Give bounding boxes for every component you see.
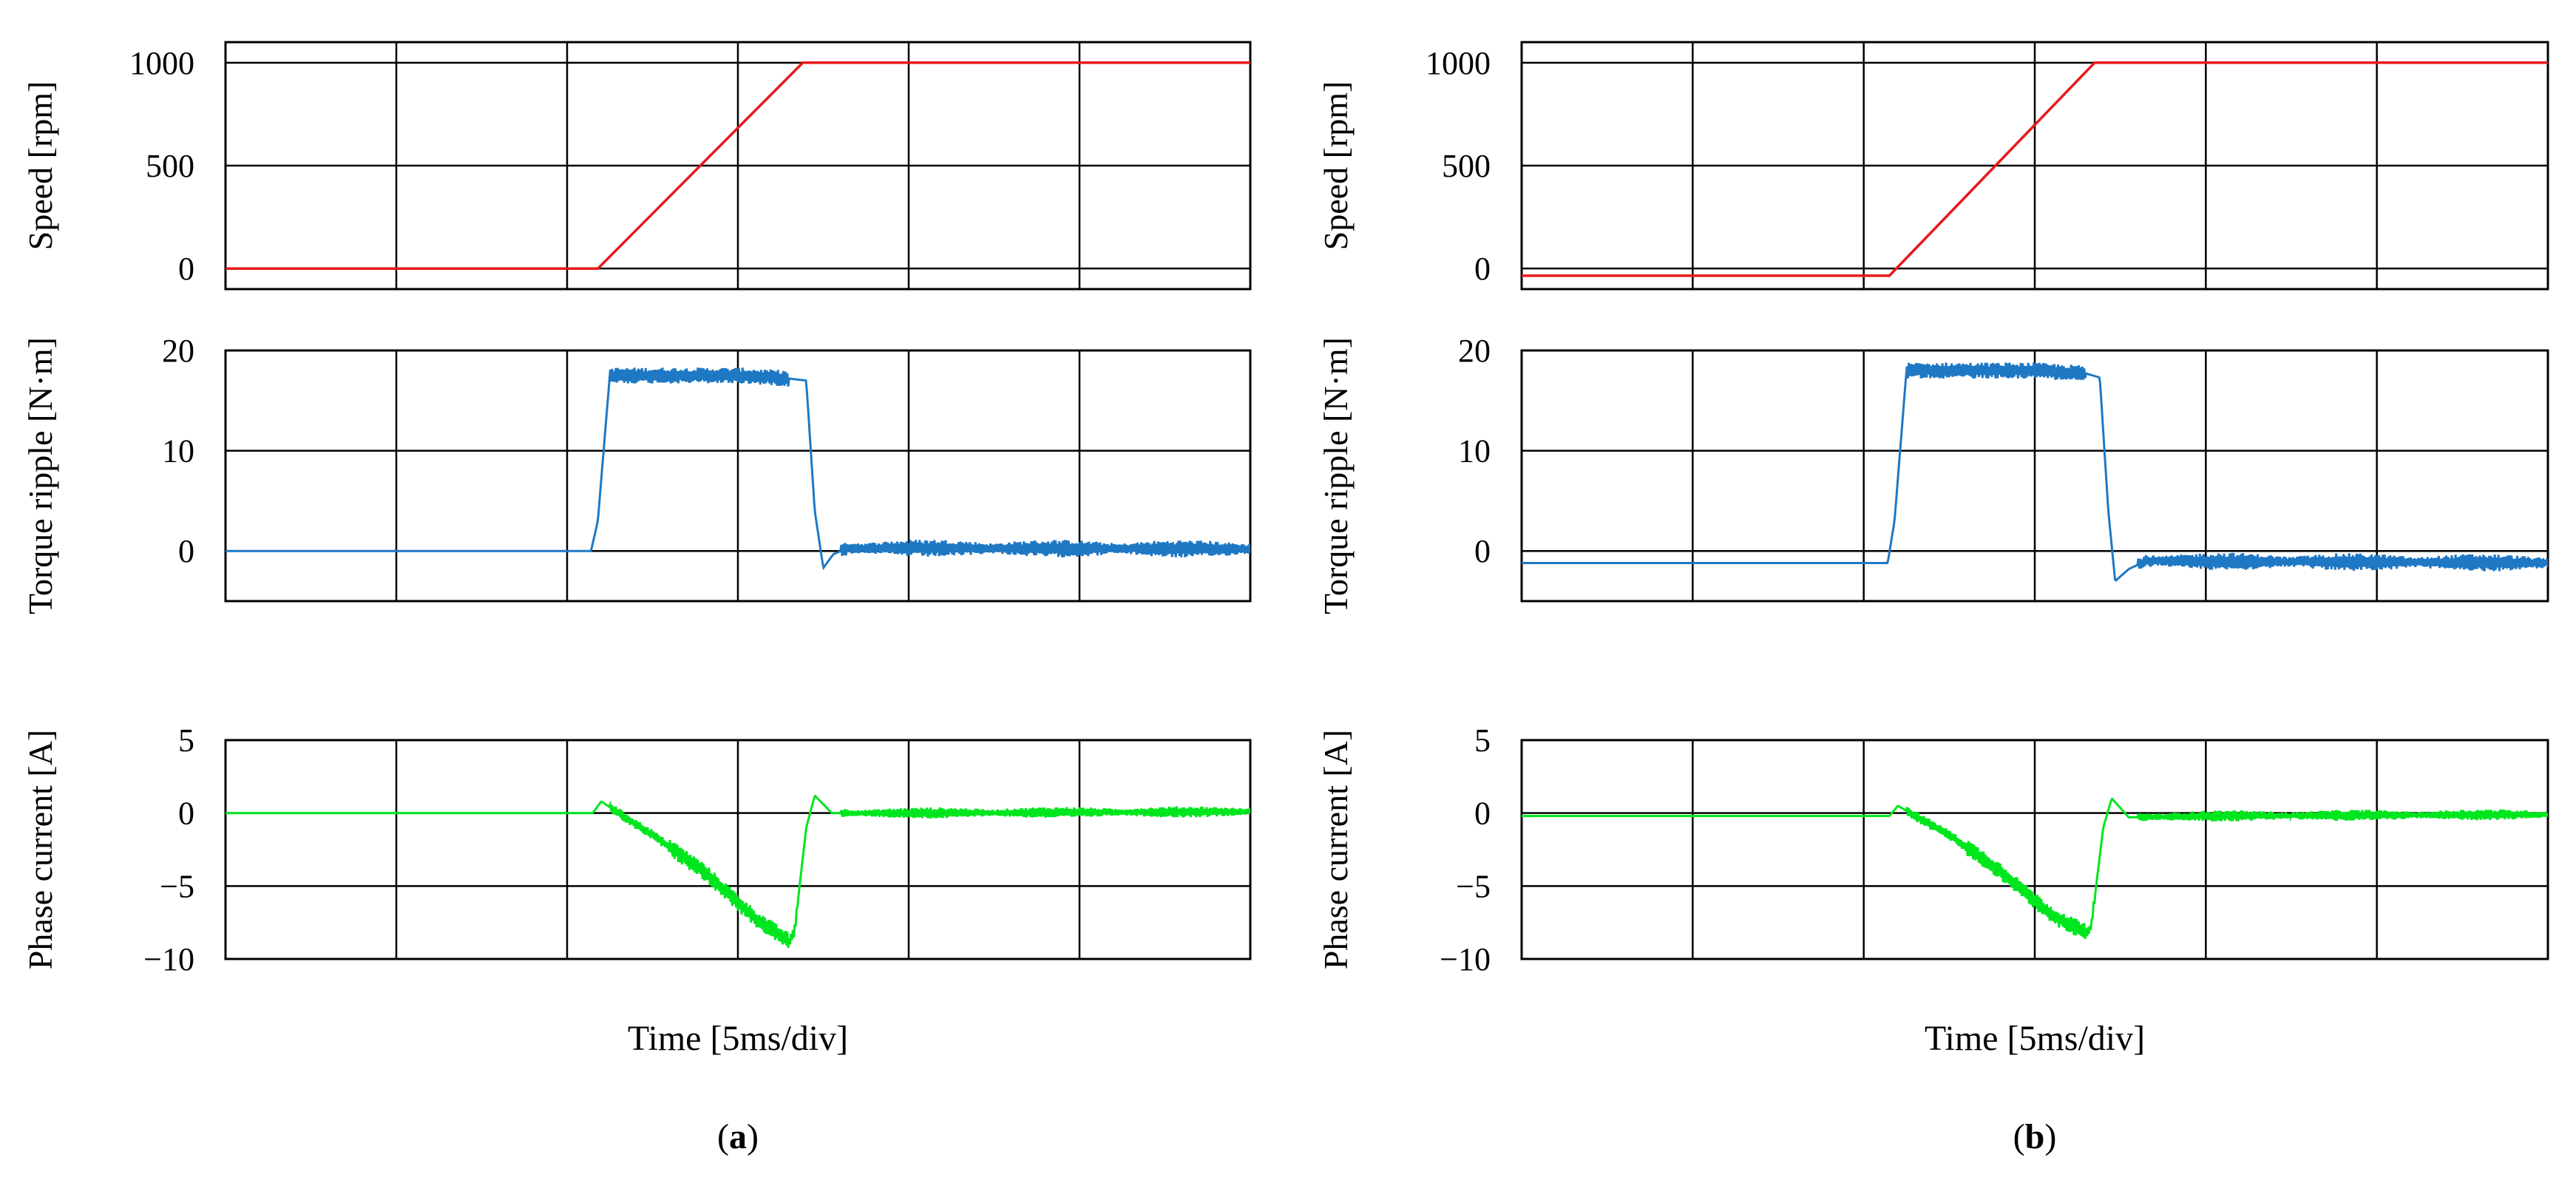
y-tick-label: 500 (1442, 148, 1491, 184)
y-tick-label: 20 (1458, 333, 1491, 369)
y-tick-label: 0 (178, 251, 194, 287)
subplot-a-1: 0 500 1000 Speed [rpm] (21, 41, 1252, 291)
subplot-b-1: 0 500 1000 Speed [rpm] (1317, 41, 2549, 291)
subplot-b-3: −10 −5 0 5 Phase current [A] (1317, 722, 2549, 977)
y-axis-label: Speed [rpm] (21, 81, 59, 251)
torque-series-line (1522, 362, 2548, 583)
y-tick-label: 500 (146, 148, 194, 184)
speed-series-line (1522, 61, 2548, 277)
panel-label-open: ( (717, 1117, 729, 1156)
y-axis-label: Speed [rpm] (1317, 81, 1355, 251)
y-tick-label: −5 (1456, 868, 1491, 904)
y-tick-label: 0 (1474, 533, 1491, 569)
y-tick-label: 0 (178, 796, 194, 832)
subplot-a-3: −10 −5 0 5 Phase current [A] (21, 722, 1252, 977)
panel-label: (b) (2013, 1117, 2057, 1156)
panel-label: (a) (717, 1117, 759, 1156)
y-tick-label: 1000 (1426, 45, 1491, 81)
y-tick-label: 20 (162, 333, 194, 369)
panel-label-close: ) (747, 1117, 759, 1156)
y-axis-label: Torque ripple [N·m] (1317, 337, 1355, 614)
y-tick-label: 1000 (129, 45, 194, 81)
x-axis-label: Time [5ms/div] (1925, 1019, 2145, 1058)
y-tick-label: 10 (162, 433, 194, 470)
y-axis-label: Torque ripple [N·m] (21, 337, 59, 614)
current-series-line (1522, 797, 2548, 940)
y-tick-label: 5 (178, 722, 194, 759)
panel-label-letter: b (2025, 1117, 2045, 1156)
panel-label-close: ) (2044, 1117, 2056, 1156)
x-axis-label: Time [5ms/div] (628, 1019, 848, 1058)
panel-label-open: ( (2013, 1117, 2025, 1156)
subplot-b-2: 0 10 20 Torque ripple [N·m] (1317, 333, 2549, 614)
y-tick-label: 10 (1458, 433, 1491, 470)
y-tick-label: −10 (143, 941, 194, 977)
y-tick-label: 0 (178, 533, 194, 569)
y-axis-label: Phase current [A] (21, 730, 59, 969)
y-tick-label: −10 (1440, 941, 1491, 977)
current-series-line (226, 794, 1250, 949)
y-tick-label: −5 (160, 868, 194, 904)
y-tick-label: 5 (1474, 722, 1491, 759)
subplot-a-2: 0 10 20 Torque ripple [N·m] (21, 333, 1252, 614)
y-tick-label: 0 (1474, 251, 1491, 287)
y-tick-label: 0 (1474, 796, 1491, 832)
speed-series-line (226, 61, 1250, 270)
y-axis-label: Phase current [A] (1317, 730, 1355, 969)
panel-label-letter: a (729, 1117, 747, 1156)
torque-series-line (226, 367, 1250, 571)
panel-b: 0 500 1000 Speed [rpm] 0 10 20 Torque ripple [N… (1317, 41, 2549, 1156)
panel-a: 0 500 1000 Speed [rpm] 0 10 20 Torque ripple [N… (21, 41, 1252, 1156)
